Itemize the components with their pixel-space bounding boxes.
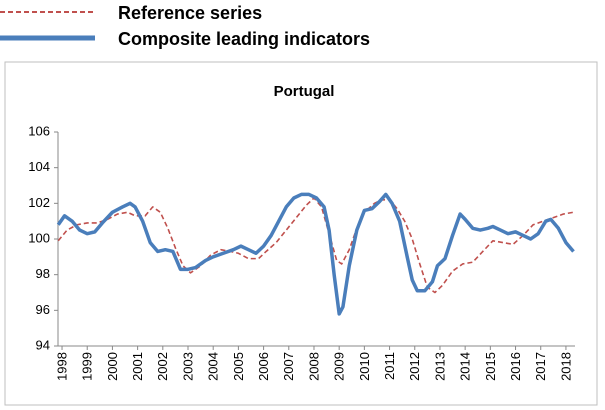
y-tick-label: 94: [36, 337, 50, 352]
x-tick-label: 2003: [180, 352, 195, 381]
chart-title: Portugal: [274, 83, 335, 100]
x-tick-label: 2005: [231, 352, 246, 381]
x-tick-label: 2011: [382, 352, 397, 380]
x-tick-label: 2001: [130, 352, 145, 381]
x-tick-label: 2007: [281, 352, 296, 381]
y-tick-label: 106: [28, 123, 50, 138]
x-tick-label: 2000: [105, 352, 120, 381]
y-tick-label: 104: [28, 159, 50, 174]
y-tick-label: 98: [36, 266, 50, 281]
series-line: [56, 192, 575, 316]
x-tick-label: 2009: [332, 352, 347, 381]
x-tick-label: 2010: [357, 352, 372, 381]
x-tick-label: 2004: [206, 352, 221, 381]
chart-frame: [4, 61, 598, 406]
x-tick-label: 2017: [533, 352, 548, 381]
legend-label: Reference series: [118, 3, 262, 23]
x-tick-label: 2006: [256, 352, 271, 381]
x-tick-label: 2015: [483, 352, 498, 381]
series-line: [57, 197, 574, 294]
x-tick-label: 2018: [558, 352, 573, 381]
y-tick-label: 102: [28, 195, 50, 210]
y-tick-label: 96: [36, 302, 50, 317]
x-tick-label: 2002: [155, 352, 170, 381]
x-tick-label: 2016: [508, 352, 523, 381]
x-tick-label: 2012: [407, 352, 422, 381]
x-tick-label: 2014: [458, 352, 473, 381]
x-tick-label: 1998: [54, 352, 69, 381]
x-tick-label: 1999: [80, 352, 95, 381]
y-tick-label: 100: [28, 230, 50, 245]
legend-label: Composite leading indicators: [118, 29, 370, 49]
x-tick-label: 2008: [306, 352, 321, 381]
x-tick-label: 2013: [432, 352, 447, 381]
